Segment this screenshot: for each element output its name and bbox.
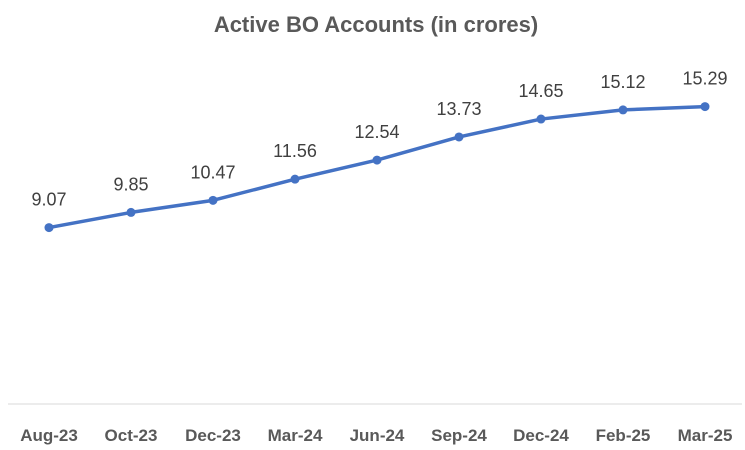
x-tick-oct-23: Oct-23 (105, 426, 158, 445)
data-label-oct-23: 9.85 (113, 174, 148, 194)
data-label-aug-23: 9.07 (31, 190, 66, 210)
x-axis-tick-labels: Aug-23 Oct-23 Dec-23 Mar-24 Jun-24 Sep-24 Dec-… (20, 426, 732, 445)
x-tick-mar-24: Mar-24 (268, 426, 323, 445)
data-point-feb-25 (618, 105, 628, 115)
data-point-dec-23 (208, 195, 218, 205)
data-point-mar-24 (290, 174, 300, 184)
data-label-dec-24: 14.65 (518, 81, 563, 101)
data-point-oct-23 (126, 207, 136, 217)
data-label-sep-24: 13.73 (436, 99, 481, 119)
data-points (44, 102, 710, 233)
data-label-mar-24: 11.56 (273, 141, 317, 161)
data-label-dec-23: 10.47 (190, 162, 235, 182)
data-point-sep-24 (454, 132, 464, 142)
x-tick-dec-23: Dec-23 (185, 426, 241, 445)
data-label-jun-24: 12.54 (354, 122, 399, 142)
x-tick-jun-24: Jun-24 (350, 426, 405, 445)
data-point-jun-24 (372, 155, 382, 165)
x-tick-aug-23: Aug-23 (20, 426, 78, 445)
x-tick-feb-25: Feb-25 (596, 426, 651, 445)
data-label-feb-25: 15.12 (600, 72, 645, 92)
data-label-mar-25: 15.29 (682, 69, 727, 89)
x-tick-sep-24: Sep-24 (431, 426, 487, 445)
data-point-mar-25 (700, 102, 710, 112)
x-tick-dec-24: Dec-24 (513, 426, 569, 445)
data-labels: 9.07 9.85 10.47 11.56 12.54 13.73 14.65 15.12 15… (31, 69, 727, 210)
x-tick-mar-25: Mar-25 (678, 426, 733, 445)
chart-title: Active BO Accounts (in crores) (214, 12, 538, 37)
data-point-aug-23 (44, 223, 54, 233)
data-point-dec-24 (536, 114, 546, 124)
